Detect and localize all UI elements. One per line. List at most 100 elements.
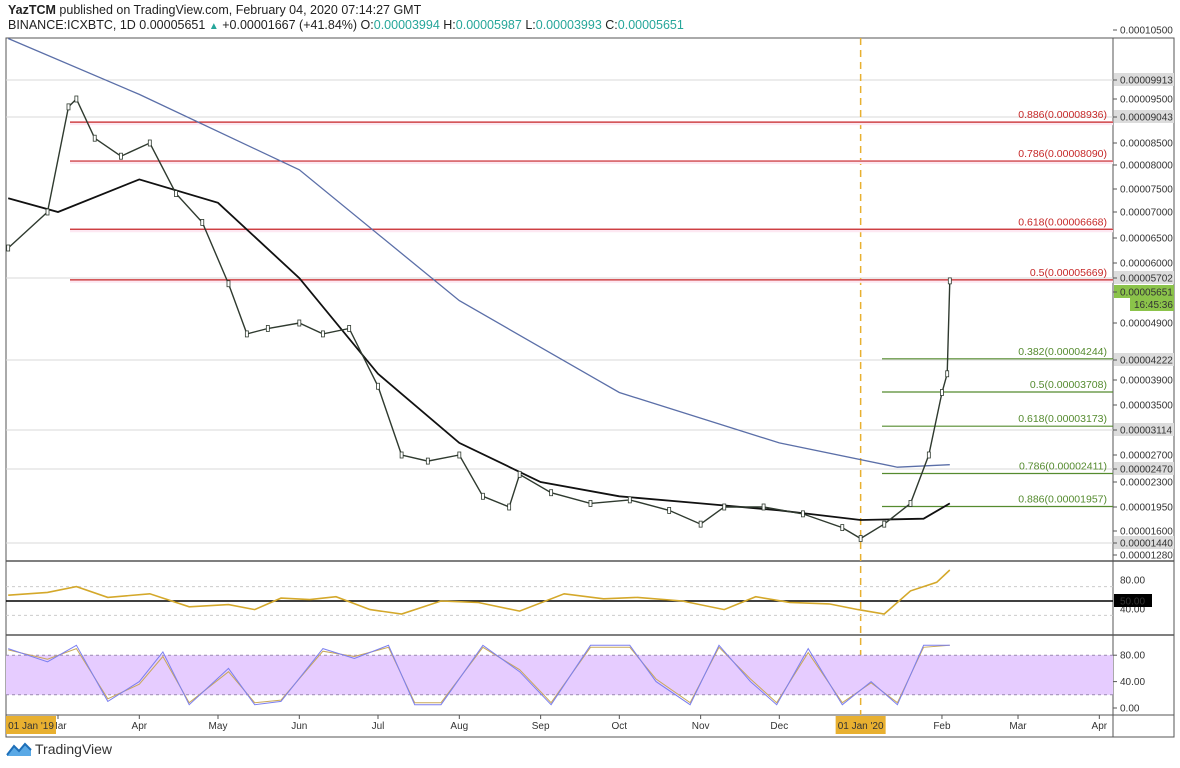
- price-candle: [226, 280, 231, 288]
- tradingview-logo-icon: [6, 742, 32, 756]
- price-tick-highlight: [1114, 73, 1174, 86]
- price-candle: [698, 520, 703, 528]
- price-candle: [908, 500, 913, 507]
- price-candle: [174, 190, 178, 198]
- price-tick-label: 0.00009043: [1120, 113, 1173, 124]
- fib-level-label: 0.886(0.00001957): [1018, 494, 1107, 506]
- time-tick-label: Apr: [1092, 721, 1108, 732]
- price-tick-label: 0.00006000: [1120, 259, 1173, 270]
- fib-level-label: 0.5(0.00005669): [1030, 267, 1107, 279]
- stoch-tick-label: 80.00: [1120, 651, 1145, 662]
- price-candle: [119, 152, 123, 160]
- price-tick-label: 0.00002470: [1120, 465, 1173, 476]
- price-candle: [347, 325, 352, 332]
- time-tick-label: Aug: [450, 721, 468, 732]
- publish-info: YazTCM published on TradingView.com, Feb…: [8, 3, 421, 17]
- time-tick-label: Nov: [692, 721, 710, 732]
- price-tick-label: 0.00007000: [1120, 208, 1173, 219]
- price-candle: [376, 382, 380, 390]
- high-label: H:: [443, 18, 456, 32]
- chart-frame: [5, 37, 1175, 738]
- price-tick-label: 0.00006500: [1120, 234, 1173, 245]
- price-candle: [627, 496, 632, 504]
- time-tick-label: May: [209, 721, 228, 732]
- fib-level-label: 0.382(0.00004244): [1018, 346, 1107, 358]
- time-axis[interactable]: Mar Apr May Jun Jul Aug Sep Oct Nov Dec Feb Mar Apr 0…: [6, 715, 1108, 734]
- fib-band: [70, 278, 1113, 283]
- price-candle: [66, 103, 71, 111]
- date-marker-badge: [835, 716, 886, 734]
- price-tick-label: 0.00008000: [1120, 161, 1173, 172]
- price-tick-label: 0.00001280: [1120, 551, 1173, 562]
- price-pane: 0.886(0.00008936) 0.786(0.00008090) 0.618(…: [6, 26, 1174, 715]
- price-tick-label: 0.00001600: [1120, 527, 1173, 538]
- time-tick-label: Jun: [291, 721, 307, 732]
- fib-level-label: 0.786(0.00008090): [1018, 148, 1107, 160]
- fib-band: [70, 121, 1113, 126]
- price-candle: [200, 218, 205, 226]
- time-tick-label: Apr: [132, 721, 148, 732]
- price-candle: [858, 535, 863, 542]
- price-candle: [74, 95, 79, 103]
- price-candle: [801, 510, 805, 518]
- tradingview-logo[interactable]: TradingView: [6, 741, 112, 757]
- countdown-label: 16:45:36: [1134, 300, 1173, 311]
- symbol-info: BINANCE:ICXBTC, 1D 0.00005651 ▲ +0.00001…: [8, 18, 684, 32]
- stoch-d-line: [8, 644, 950, 704]
- price-candle: [425, 457, 430, 465]
- price-tick-label: 0.00001950: [1120, 503, 1173, 514]
- last-price-badge: [1114, 285, 1174, 298]
- triangle-up-icon: ▲: [208, 21, 219, 32]
- price-candle: [945, 370, 950, 378]
- price-candle: [147, 139, 152, 147]
- rsi-value-badge: [1114, 594, 1152, 607]
- rsi-tick-label: 40.00: [1120, 605, 1145, 616]
- price-candle: [244, 330, 249, 338]
- price-tick-label: 0.00004900: [1120, 319, 1173, 330]
- fib-band: [70, 228, 1113, 233]
- close-value: 0.00005651: [617, 18, 684, 32]
- price-tick-label: 0.00004222: [1120, 356, 1173, 367]
- symbol: BINANCE:ICXBTC, 1D: [8, 18, 136, 32]
- fib-level-label: 0.618(0.00006668): [1018, 216, 1107, 228]
- price-candle: [840, 524, 845, 531]
- stoch-band: [6, 655, 1113, 695]
- price-candle: [926, 451, 931, 459]
- price-tick-label: 0.00009500: [1120, 95, 1173, 106]
- date-marker-label: 01 Jan '20: [838, 721, 884, 732]
- price-candle: [722, 503, 727, 511]
- author: YazTCM: [8, 3, 56, 17]
- high-value: 0.00005987: [455, 18, 522, 32]
- countdown-badge: [1130, 298, 1174, 311]
- change: +0.00001667 (+41.84%): [222, 18, 358, 32]
- price-candle: [507, 503, 512, 511]
- price-tick-highlight: [1114, 353, 1174, 366]
- price-candle: [481, 492, 485, 500]
- time-tick-label: Feb: [933, 721, 951, 732]
- price-candle: [882, 520, 887, 528]
- price-tick-label: 0.00005651: [1120, 288, 1173, 299]
- price-tick-label: 0.00002700: [1120, 451, 1173, 462]
- price-tick-label: 0.00008500: [1120, 139, 1173, 150]
- price-candle: [265, 325, 270, 332]
- price-candle: [6, 244, 11, 252]
- last-price: 0.00005651: [139, 18, 206, 32]
- time-tick-label: Dec: [770, 721, 788, 732]
- price-tick-label: 0.00002300: [1120, 478, 1173, 489]
- price-candle: [517, 470, 522, 478]
- fib-level-label: 0.618(0.00003173): [1018, 413, 1107, 425]
- low-value: 0.00003993: [535, 18, 602, 32]
- price-tick-label: 0.00005702: [1120, 274, 1173, 285]
- date-marker-label: 01 Jan '19: [8, 721, 54, 732]
- stoch-tick-label: 0.00: [1120, 704, 1140, 715]
- stoch-rsi-pane: 80.00 40.00 0.00: [6, 644, 1145, 715]
- date-marker-badge: [6, 716, 56, 734]
- ma100-line: [7, 178, 951, 521]
- price-candle: [92, 134, 97, 142]
- price-tick-label: 0.00001440: [1120, 539, 1173, 550]
- price-tick-label: 0.00003500: [1120, 401, 1173, 412]
- rsi-tick-label: 50.00: [1120, 597, 1145, 608]
- time-tick-label: Mar: [49, 721, 67, 732]
- price-candle: [761, 503, 766, 511]
